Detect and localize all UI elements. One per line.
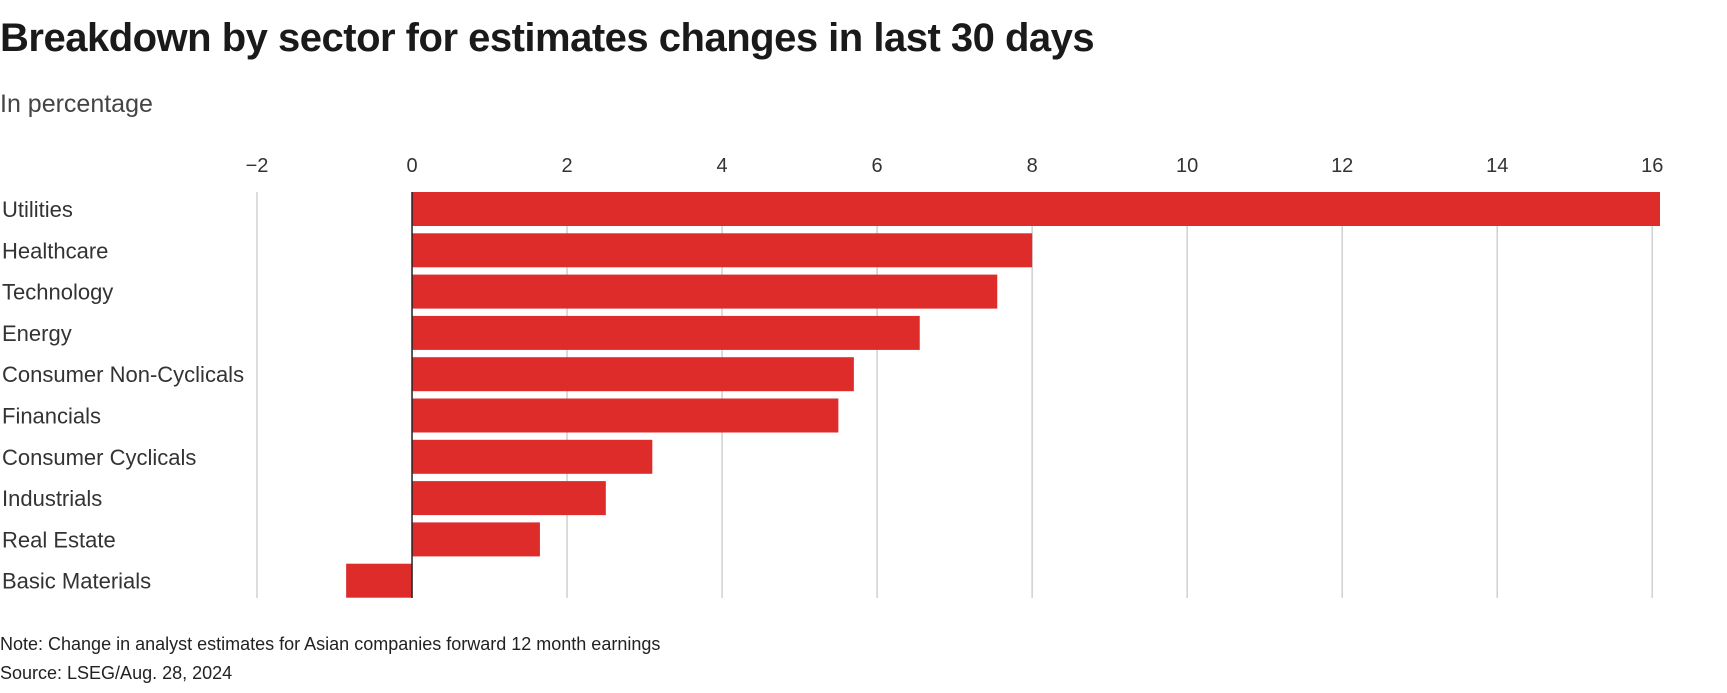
bar bbox=[412, 439, 653, 474]
category-label: Healthcare bbox=[2, 238, 108, 263]
category-labels: Utilities Healthcare Technology Energy Consu… bbox=[2, 197, 244, 594]
category-label: Real Estate bbox=[2, 527, 116, 552]
bar bbox=[412, 192, 1661, 226]
category-label: Industrials bbox=[2, 486, 102, 511]
chart-source: Source: LSEG/Aug. 28, 2024 bbox=[0, 663, 233, 683]
category-label: Energy bbox=[2, 321, 72, 346]
x-tick-label: 2 bbox=[561, 155, 572, 177]
x-tick-label: 4 bbox=[717, 155, 728, 177]
bar bbox=[412, 315, 920, 350]
category-label: Basic Materials bbox=[2, 569, 151, 594]
category-label: Consumer Non-Cyclicals bbox=[2, 362, 244, 387]
x-tick-label: 0 bbox=[406, 155, 417, 177]
x-tick-label: 6 bbox=[872, 155, 883, 177]
bar bbox=[412, 481, 606, 516]
chart-title: Breakdown by sector for estimates change… bbox=[0, 16, 1095, 60]
category-label: Consumer Cyclicals bbox=[2, 445, 196, 470]
bar bbox=[412, 357, 854, 392]
category-label: Utilities bbox=[2, 197, 73, 222]
bars bbox=[346, 192, 1661, 598]
chart-note: Note: Change in analyst estimates for As… bbox=[0, 634, 661, 654]
x-tick-label: 10 bbox=[1176, 155, 1198, 177]
bar bbox=[412, 274, 998, 309]
bar bbox=[412, 233, 1033, 268]
x-tick-label: −2 bbox=[246, 155, 269, 177]
x-tick-label: 8 bbox=[1027, 155, 1038, 177]
bar bbox=[346, 563, 413, 598]
category-label: Financials bbox=[2, 404, 101, 429]
bar bbox=[412, 398, 839, 433]
bar bbox=[412, 522, 540, 557]
x-tick-label: 16 bbox=[1641, 155, 1663, 177]
x-tick-label: 12 bbox=[1331, 155, 1353, 177]
x-axis-ticks: −2 0 2 4 6 8 10 12 14 16 bbox=[246, 155, 1664, 177]
x-tick-label: 14 bbox=[1486, 155, 1508, 177]
chart-subtitle: In percentage bbox=[0, 90, 153, 118]
bar-chart: −2 0 2 4 6 8 10 12 14 16 Utilities Healthcare Techn… bbox=[2, 155, 1664, 598]
category-label: Technology bbox=[2, 280, 113, 305]
